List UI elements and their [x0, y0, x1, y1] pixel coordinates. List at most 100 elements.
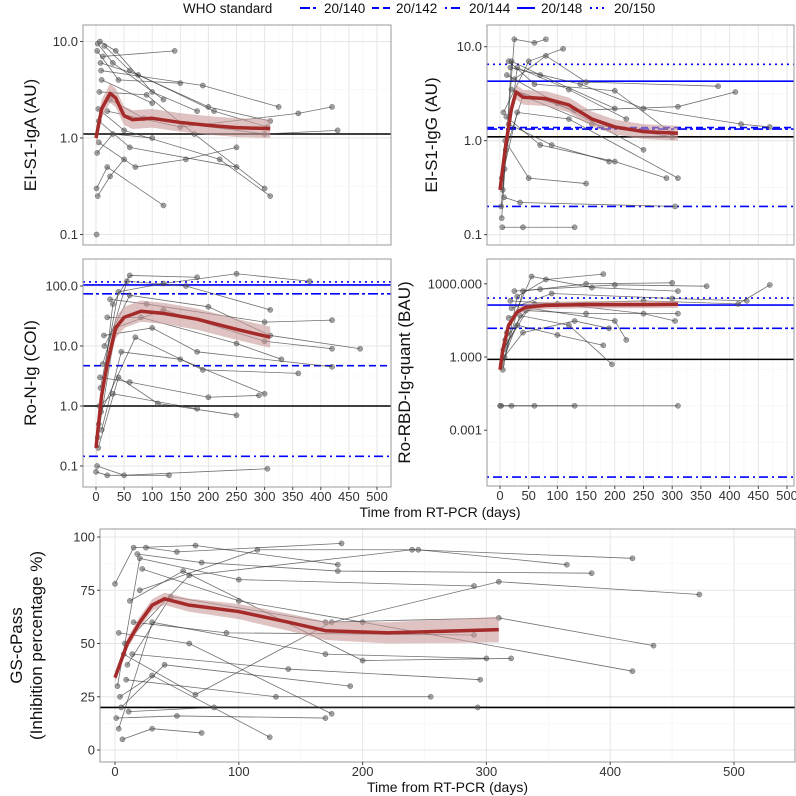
- data-point: [359, 657, 366, 664]
- data-point: [149, 325, 156, 331]
- data-point: [174, 713, 180, 719]
- data-point: [235, 576, 242, 583]
- subject-line: [501, 320, 610, 360]
- data-point: [112, 48, 119, 54]
- data-point: [329, 317, 335, 323]
- data-point: [507, 298, 514, 304]
- data-point: [149, 135, 156, 141]
- data-point: [223, 630, 230, 636]
- data-point: [675, 402, 681, 409]
- subject-trajectory: [511, 282, 710, 294]
- data-point: [328, 710, 335, 717]
- subject-line: [139, 549, 567, 591]
- subject-trajectory: [122, 546, 636, 647]
- data-point: [127, 598, 133, 604]
- x-tick-label: 300: [661, 488, 683, 503]
- data-point: [99, 53, 106, 60]
- data-point: [110, 60, 116, 66]
- data-point: [194, 348, 201, 355]
- data-point: [199, 82, 206, 89]
- data-point: [732, 89, 739, 95]
- panel-border: [82, 24, 392, 246]
- confidence-band: [500, 84, 678, 198]
- subject-trajectory: [97, 270, 313, 391]
- data-point: [124, 278, 130, 285]
- data-point: [129, 651, 136, 658]
- legend-label: 20/140: [324, 1, 365, 16]
- data-point: [130, 619, 137, 626]
- data-point: [192, 542, 199, 549]
- data-point: [696, 591, 703, 598]
- legend-item-20-150: 20/150: [590, 1, 655, 16]
- subject-line: [114, 545, 338, 585]
- y-tick-label: 75: [81, 583, 95, 598]
- data-point: [611, 158, 618, 165]
- subject-line: [97, 376, 237, 449]
- data-point: [97, 38, 103, 45]
- data-point: [675, 103, 681, 110]
- subject-line: [97, 108, 271, 197]
- data-point: [347, 683, 354, 689]
- x-tick-label: 200: [198, 489, 220, 504]
- plot-content: [100, 529, 795, 762]
- subject-trajectory: [119, 725, 205, 743]
- subject-trajectory: [94, 156, 127, 199]
- data-point: [537, 286, 544, 293]
- data-point: [93, 185, 100, 192]
- data-point: [629, 555, 636, 562]
- data-point: [154, 400, 161, 407]
- data-point: [474, 704, 481, 711]
- subject-trajectory: [93, 164, 167, 209]
- data-point: [329, 104, 335, 110]
- subject-line: [511, 293, 747, 309]
- data-point: [97, 374, 103, 381]
- x-tick-label: 300: [476, 764, 498, 779]
- data-point: [528, 273, 535, 280]
- data-point: [97, 60, 104, 66]
- data-point: [566, 86, 572, 93]
- data-point: [583, 310, 589, 317]
- x-tick-label: 150: [575, 488, 597, 503]
- x-axis-title-top: Time from RT-PCR (days): [359, 504, 520, 520]
- data-point: [233, 412, 240, 419]
- data-point: [211, 108, 217, 114]
- data-point: [104, 164, 111, 170]
- data-point: [501, 194, 507, 201]
- subject-trajectory: [125, 704, 481, 715]
- data-point: [498, 203, 504, 210]
- panel-border: [486, 258, 795, 487]
- subject-trajectory: [508, 290, 750, 312]
- subject-trajectory: [143, 540, 345, 555]
- data-point: [650, 642, 657, 649]
- data-point: [609, 361, 615, 368]
- data-point: [511, 288, 518, 294]
- data-point: [205, 303, 212, 310]
- data-point: [110, 131, 116, 137]
- data-point: [322, 651, 329, 658]
- data-point: [564, 561, 570, 568]
- data-point: [500, 109, 507, 116]
- data-point: [514, 109, 521, 116]
- panel-B: 10.0 1.0 0.1 EI-S1-IgG (AU): [422, 24, 795, 246]
- data-point: [525, 58, 532, 65]
- data-point: [192, 691, 199, 698]
- data-point: [124, 661, 131, 668]
- y-tick-label: 0.001: [449, 423, 482, 438]
- data-point: [675, 175, 681, 181]
- data-point: [136, 587, 143, 594]
- subject-trajectory: [95, 139, 240, 170]
- data-point: [143, 91, 150, 98]
- data-point: [93, 468, 99, 475]
- y-tick-label: 0.1: [60, 459, 78, 474]
- data-point: [669, 279, 676, 286]
- data-point: [766, 282, 773, 288]
- data-point: [743, 298, 750, 304]
- data-point: [134, 551, 141, 557]
- x-tick-label: 200: [352, 764, 374, 779]
- data-point: [198, 559, 205, 566]
- data-point: [101, 343, 108, 349]
- data-point: [205, 394, 212, 401]
- data-point: [166, 472, 172, 479]
- data-point: [511, 36, 518, 43]
- data-point: [183, 156, 189, 163]
